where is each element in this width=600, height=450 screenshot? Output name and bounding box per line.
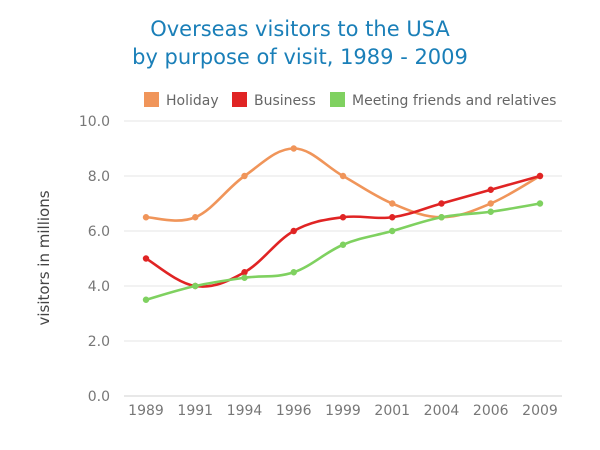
x-tick-label: 2006 [473,403,509,419]
legend-label: Meeting friends and relatives [352,93,556,109]
data-point [389,200,396,207]
x-tick-label: 1994 [227,403,263,419]
legend-item[interactable]: Business [232,92,316,109]
legend-label: Holiday [166,93,219,109]
y-tick-label: 4.0 [88,279,110,295]
data-point [487,208,494,215]
y-axis-label: visitors in millions [35,190,53,325]
data-point [536,172,544,180]
data-point [339,214,347,221]
data-point [438,200,445,207]
data-point [241,269,248,276]
data-point [536,200,544,207]
legend-item[interactable]: Holiday [144,92,219,109]
data-point [241,274,248,281]
data-point [389,227,396,235]
data-point [192,282,199,290]
y-tick-label: 6.0 [88,224,110,240]
chart-title-line-1: Overseas visitors to the USA [150,17,450,41]
x-tick-label: 1991 [177,403,213,419]
x-tick-label: 1996 [276,403,312,419]
y-tick-label: 2.0 [88,334,110,350]
data-point [487,200,494,207]
data-point [192,214,199,221]
series-line [144,147,542,222]
series-holiday [142,145,544,222]
x-tick-labels: 1989 1991 1994 1996 1999 2001 2004 2006 2009 [128,403,558,419]
data-point [339,241,347,248]
grid-lines [124,120,562,397]
legend-swatch [232,92,247,107]
data-point [438,214,445,221]
x-tick-label: 2001 [374,403,410,419]
x-tick-label: 1989 [128,403,164,419]
data-point [142,255,150,262]
legend: Holiday Business Meeting friends and relat… [144,92,556,109]
y-tick-labels: 0.0 2.0 4.0 6.0 8.0 10.0 [79,114,110,405]
legend-item[interactable]: Meeting friends and relatives [330,92,556,109]
x-tick-label: 2004 [424,403,460,419]
y-tick-label: 0.0 [88,389,110,405]
data-point [290,227,297,235]
y-tick-label: 8.0 [88,169,110,185]
series-business [142,172,544,290]
x-tick-label: 1999 [325,403,361,419]
legend-label: Business [254,93,316,109]
data-point [290,269,297,276]
data-point [241,172,248,180]
data-point [142,296,150,303]
y-tick-label: 10.0 [79,114,110,130]
series-lines [142,145,544,303]
chart-title-line-2: by purpose of visit, 1989 - 2009 [132,45,468,69]
data-point [290,145,297,152]
legend-swatch [144,92,159,107]
legend-swatch [330,92,345,107]
data-point [389,214,396,221]
data-point [339,172,347,180]
data-point [487,186,494,193]
data-point [142,214,150,221]
series-meeting-friends-and-relatives [142,200,544,303]
x-tick-label: 2009 [522,403,558,419]
